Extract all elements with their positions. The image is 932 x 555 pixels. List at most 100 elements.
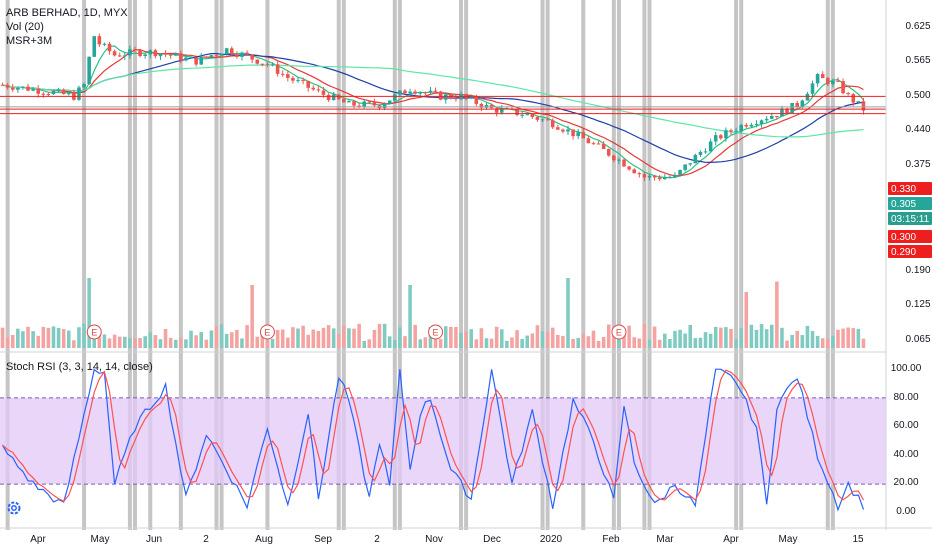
session-marker bbox=[132, 0, 137, 530]
volume-bar bbox=[698, 337, 703, 348]
time-tick-label: Nov bbox=[425, 534, 443, 545]
candle-body bbox=[525, 114, 530, 116]
candle-body bbox=[204, 56, 209, 58]
volume-bar bbox=[219, 324, 224, 348]
volume-bar bbox=[61, 328, 66, 348]
volume-bar bbox=[413, 324, 417, 348]
volume-bar bbox=[148, 332, 153, 348]
volume-bar bbox=[112, 334, 117, 348]
candle-body bbox=[306, 80, 310, 88]
candle-body bbox=[97, 36, 102, 45]
candle-body bbox=[408, 91, 412, 94]
candle-body bbox=[331, 94, 336, 101]
candle-body bbox=[856, 101, 861, 103]
symbol-label[interactable]: ARB BERHAD, 1D, MYX bbox=[6, 7, 128, 19]
price-tag-bg bbox=[888, 197, 932, 210]
volume-bar bbox=[678, 329, 682, 348]
volume-bar bbox=[352, 328, 356, 348]
stoch-label[interactable]: Stoch RSI (3, 3, 14, 14, close) bbox=[6, 361, 153, 373]
candle-body bbox=[520, 114, 524, 116]
price-tag: 0.300 bbox=[888, 230, 932, 243]
candle-body bbox=[550, 120, 555, 128]
gear-icon[interactable] bbox=[6, 500, 22, 516]
volume-bar bbox=[46, 327, 51, 348]
candle-body bbox=[662, 177, 667, 180]
candle-body bbox=[311, 87, 316, 90]
volume-bar bbox=[143, 336, 147, 348]
candle-body bbox=[530, 114, 535, 118]
volume-bar bbox=[734, 339, 738, 348]
candle-body bbox=[785, 108, 789, 114]
volume-bar bbox=[662, 333, 667, 348]
earnings-marker[interactable]: E bbox=[259, 324, 275, 340]
volume-bar bbox=[576, 337, 580, 348]
volume-bar bbox=[56, 327, 61, 348]
candle-body bbox=[443, 94, 448, 100]
volume-bar bbox=[204, 339, 209, 348]
stoch-tick-label: 100.00 bbox=[891, 363, 922, 374]
candle-body bbox=[138, 50, 142, 56]
volume-bar bbox=[270, 338, 275, 348]
volume-bars bbox=[0, 278, 866, 348]
price-axis-bg bbox=[886, 0, 932, 550]
price-legend: ARB BERHAD, 1D, MYX Vol (20) MSR+3M bbox=[6, 6, 128, 48]
earnings-label: E bbox=[264, 328, 270, 338]
ma-label[interactable]: MSR+3M bbox=[6, 35, 53, 47]
candle-body bbox=[627, 166, 631, 170]
candle-body bbox=[291, 77, 295, 81]
volume-bar bbox=[673, 330, 677, 348]
session-marker bbox=[734, 0, 739, 530]
candle-body bbox=[729, 130, 733, 132]
volume-bar bbox=[693, 338, 698, 348]
volume-bar bbox=[459, 332, 463, 348]
volume-bar bbox=[235, 329, 239, 348]
candle-body bbox=[668, 177, 672, 179]
time-tick-label: Sep bbox=[314, 534, 332, 545]
candle-body bbox=[51, 91, 56, 95]
volume-bar bbox=[708, 333, 713, 348]
volume-bar bbox=[306, 334, 310, 348]
candle-body bbox=[31, 88, 35, 91]
volume-bar bbox=[128, 338, 132, 348]
volume-bar bbox=[179, 338, 183, 348]
price-tick-label: 0.375 bbox=[905, 159, 930, 170]
candle-body bbox=[688, 163, 693, 165]
volume-bar bbox=[199, 332, 204, 348]
price-tick-label: 0.190 bbox=[905, 265, 930, 276]
candle-body bbox=[117, 55, 122, 57]
candle-body bbox=[240, 52, 244, 57]
candle-body bbox=[87, 56, 91, 84]
volume-bar bbox=[209, 330, 214, 348]
earnings-marker[interactable]: E bbox=[86, 324, 102, 340]
session-markers bbox=[5, 0, 835, 530]
candle-body bbox=[41, 93, 46, 95]
candle-body bbox=[342, 99, 346, 103]
candle-body bbox=[617, 159, 621, 161]
volume-label[interactable]: Vol (20) bbox=[6, 21, 44, 33]
candle-body bbox=[703, 151, 708, 153]
volume-bar bbox=[158, 339, 163, 348]
candle-body bbox=[622, 159, 626, 167]
volume-bar bbox=[438, 338, 443, 348]
candle-body bbox=[347, 101, 351, 103]
session-marker bbox=[825, 0, 830, 530]
volume-bar bbox=[387, 336, 392, 348]
candle-body bbox=[265, 63, 270, 65]
volume-bar bbox=[642, 323, 647, 348]
earnings-marker[interactable]: E bbox=[611, 324, 627, 340]
horizontal-lines bbox=[0, 95, 886, 115]
candle-body bbox=[229, 48, 234, 55]
earnings-marker[interactable]: E bbox=[428, 324, 444, 340]
candle-body bbox=[652, 175, 657, 178]
volume-bar bbox=[525, 335, 530, 348]
volume-bar bbox=[433, 338, 438, 348]
candle-body bbox=[815, 74, 820, 84]
stoch-rsi-lines bbox=[1, 368, 865, 512]
volume-bar bbox=[342, 325, 346, 348]
volume-bar bbox=[510, 337, 514, 348]
candle-body bbox=[642, 174, 647, 178]
volume-bar bbox=[836, 329, 840, 348]
candle-body bbox=[484, 104, 489, 108]
